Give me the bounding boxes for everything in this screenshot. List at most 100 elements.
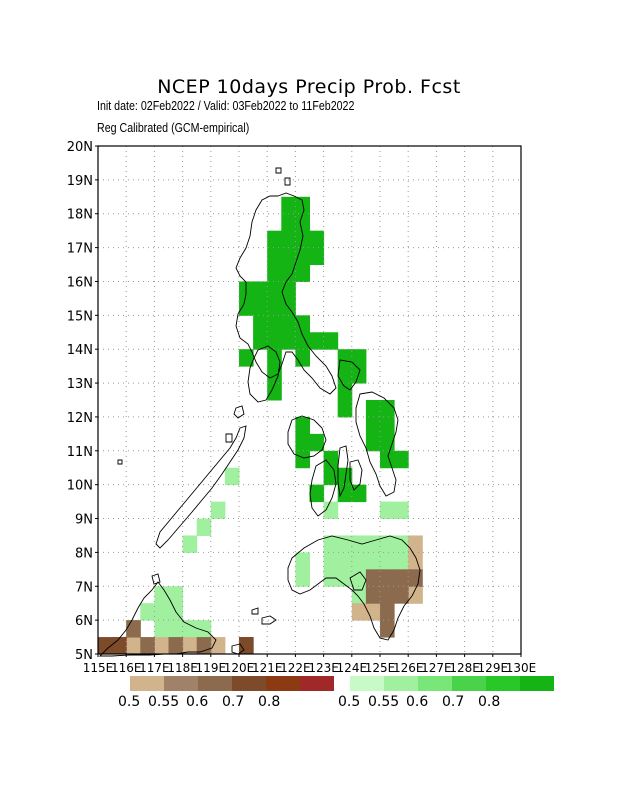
lat-tick-label: 12N xyxy=(67,411,93,426)
wet-cell-high xyxy=(337,484,353,503)
dry-cell-mid xyxy=(394,569,409,587)
wet-cell-high xyxy=(309,247,325,266)
wet-cell-low xyxy=(351,535,367,553)
lat-tick-label: 20N xyxy=(67,140,93,155)
dry-cell-low xyxy=(210,637,226,655)
wet-cell-high xyxy=(323,332,339,350)
wet-cell-low xyxy=(365,552,381,570)
wet-cell-low xyxy=(224,467,240,486)
dry-label: 0.5 xyxy=(118,694,141,710)
lon-tick-label: 123E xyxy=(308,661,339,675)
wet-cell-low xyxy=(394,552,409,570)
wet-cell-low xyxy=(351,552,367,570)
wet-cell-low xyxy=(196,620,212,638)
wet-cell-high xyxy=(281,247,296,266)
lon-tick-label: 125E xyxy=(365,661,396,675)
wet-cell-high xyxy=(267,281,282,299)
wet-cell-low xyxy=(210,501,226,520)
dry-cell-mid xyxy=(126,620,141,638)
dry-cell-high xyxy=(98,637,113,655)
dry-cell-low xyxy=(365,603,381,621)
lon-tick-label: 115E xyxy=(83,661,114,675)
wet-label: 0.55 xyxy=(368,694,400,710)
wet-color-swatch xyxy=(418,676,452,691)
wet-cell-high xyxy=(309,433,325,452)
wet-cell-high xyxy=(337,467,353,486)
wet-color-swatch xyxy=(350,676,384,691)
wet-cell-high xyxy=(380,450,395,469)
wet-cell-high xyxy=(323,450,339,469)
wet-cell-high xyxy=(295,450,310,469)
wet-cell-high xyxy=(380,416,395,435)
wet-cell-low xyxy=(295,552,310,570)
wet-cell-high xyxy=(295,433,310,452)
dry-label: 0.55 xyxy=(148,694,180,710)
wet-cell-high xyxy=(267,366,282,384)
dry-color-swatch xyxy=(164,676,198,691)
wet-cell-high xyxy=(295,349,310,367)
wet-cell-high xyxy=(253,298,268,316)
dry-cell-high xyxy=(112,637,127,655)
dry-cell-mid xyxy=(196,637,212,655)
lat-tick-label: 6N xyxy=(75,614,93,629)
grid-lines xyxy=(98,146,521,654)
wet-cell-low xyxy=(351,586,367,604)
dry-cell-high xyxy=(239,637,254,655)
wet-cell-high xyxy=(267,264,282,282)
wet-cell-high xyxy=(351,349,367,367)
dry-cell-low xyxy=(408,586,423,604)
dry-cell-mid xyxy=(380,569,395,587)
dry-color-swatch xyxy=(232,676,266,691)
lon-tick-label: 124E xyxy=(337,661,368,675)
map-title: NCEP 10days Precip Prob. Fcst xyxy=(157,76,461,98)
lat-tick-label: 15N xyxy=(67,309,93,324)
dry-label: 0.7 xyxy=(222,694,245,710)
wet-cell-low xyxy=(154,603,169,621)
wet-cell-low xyxy=(140,603,155,621)
lat-tick-label: 10N xyxy=(67,479,93,494)
wet-cell-low xyxy=(380,535,395,553)
wet-cell-high xyxy=(295,315,310,333)
lon-tick-label: 117E xyxy=(139,661,170,675)
dry-cell-mid xyxy=(380,603,395,621)
lat-tick-label: 16N xyxy=(67,275,93,290)
wet-cell-high xyxy=(253,315,268,333)
longitude-labels: 115E116E117E118E119E120E121E122E123E124E… xyxy=(83,654,537,675)
dry-cell-low xyxy=(154,637,169,655)
wet-color-swatch xyxy=(452,676,486,691)
dry-cell-mid xyxy=(380,620,395,638)
lat-tick-label: 7N xyxy=(75,580,93,595)
wet-cell-high xyxy=(309,332,325,350)
wet-cell-high xyxy=(281,332,296,350)
wet-cell-low xyxy=(182,620,198,638)
wet-cell-high xyxy=(365,433,381,452)
lat-tick-label: 8N xyxy=(75,546,93,561)
dry-cell-low xyxy=(408,552,423,570)
wet-cell-high xyxy=(267,332,282,350)
lat-tick-label: 13N xyxy=(67,377,93,392)
wet-label: 0.7 xyxy=(442,694,465,710)
wet-cell-high xyxy=(267,315,282,333)
wet-cell-high xyxy=(281,315,296,333)
lon-tick-label: 127E xyxy=(421,661,452,675)
dry-cell-mid xyxy=(408,569,423,587)
lon-tick-label: 130E xyxy=(506,661,537,675)
wet-cell-low xyxy=(351,569,367,587)
wet-cell-high xyxy=(253,332,268,350)
wet-cell-high xyxy=(239,349,254,367)
lat-tick-label: 11N xyxy=(67,445,93,460)
wet-cell-high xyxy=(337,366,353,384)
wet-cell-high xyxy=(253,281,268,299)
wet-cell-high xyxy=(267,349,282,367)
wet-cell-low xyxy=(196,518,212,536)
init-valid-dates: Init date: 02Feb2022 / Valid: 03Feb2022 … xyxy=(97,98,355,113)
wet-label: 0.5 xyxy=(338,694,361,710)
lat-tick-label: 17N xyxy=(67,242,93,257)
wet-cell-high xyxy=(295,213,310,232)
wet-probability-colorbar xyxy=(350,676,554,691)
wet-cell-high xyxy=(295,416,310,435)
wet-cell-high xyxy=(267,230,282,249)
dry-cell-mid xyxy=(380,586,395,604)
wet-cell-low xyxy=(394,501,409,520)
